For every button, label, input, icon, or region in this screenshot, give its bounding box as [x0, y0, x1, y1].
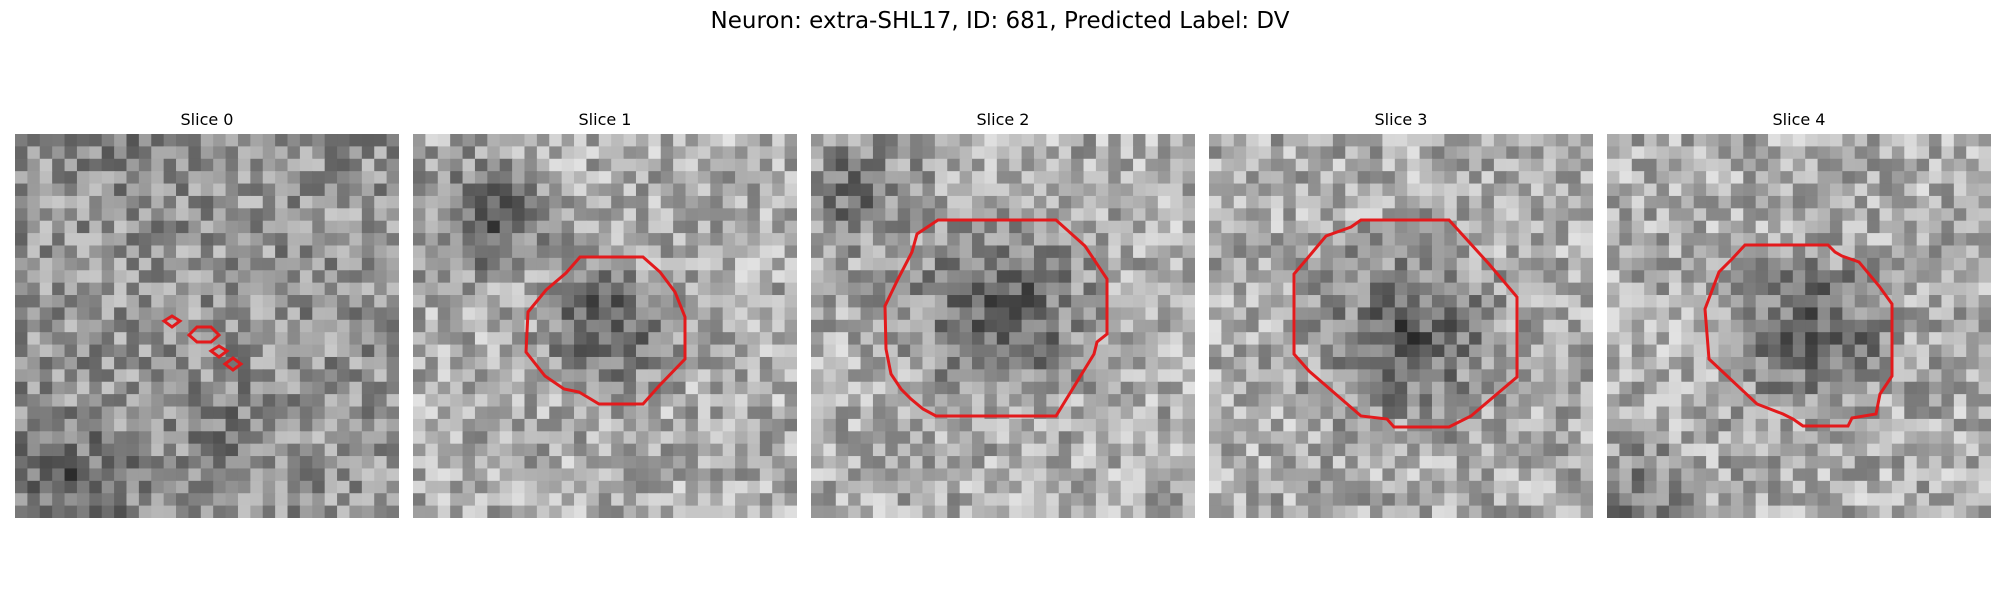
slice-image: [811, 134, 1195, 518]
roi-contour: [524, 255, 687, 406]
slice-image: [15, 134, 399, 518]
slice-image: [1607, 134, 1991, 518]
slice-title: Slice 4: [1772, 110, 1826, 129]
roi-contour: [208, 344, 230, 359]
figure-title: Neuron: extra-SHL17, ID: 681, Predicted …: [710, 8, 1290, 34]
roi-contour: [1292, 218, 1519, 429]
slice-title: Slice 2: [976, 110, 1030, 129]
slice-image: [1209, 134, 1593, 518]
roi-contour: [222, 356, 244, 372]
roi-contour: [1703, 243, 1894, 428]
roi-contour: [186, 325, 222, 344]
slice-image: [413, 134, 797, 518]
roi-contour: [161, 314, 183, 329]
slice-title: Slice 1: [578, 110, 632, 129]
slice-title: Slice 3: [1374, 110, 1428, 129]
slice-title: Slice 0: [180, 110, 234, 129]
roi-contour: [883, 218, 1109, 418]
